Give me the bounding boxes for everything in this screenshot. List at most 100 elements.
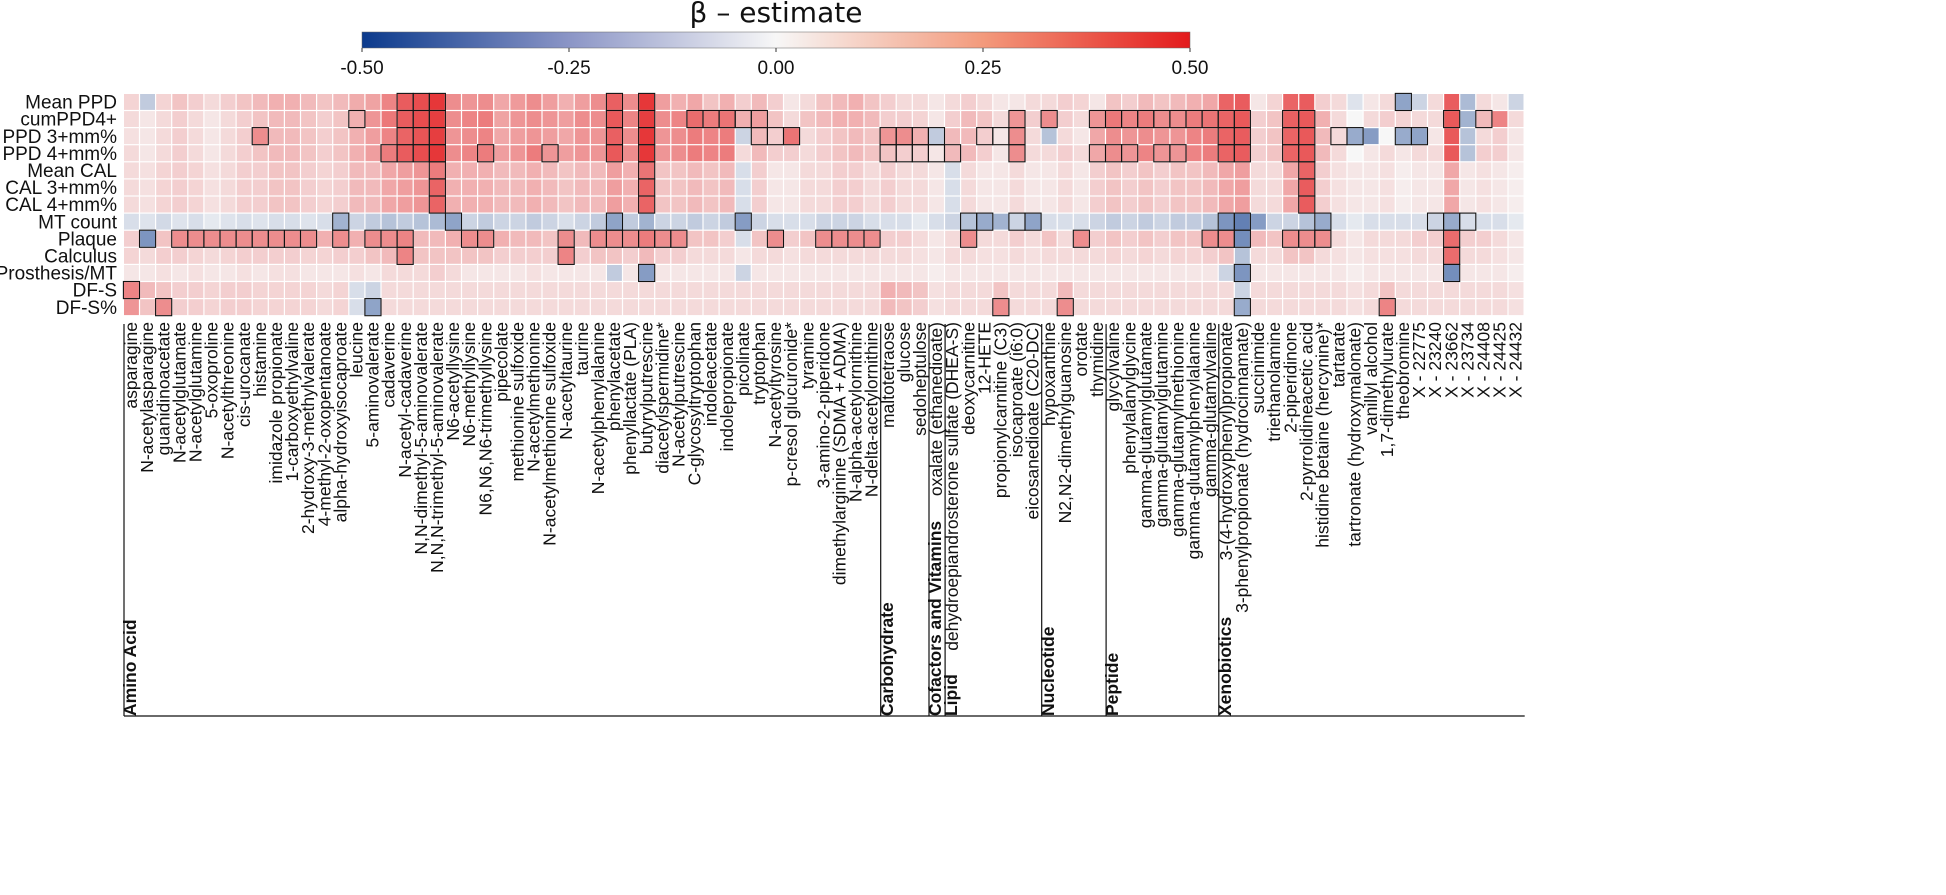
heatmap-cell <box>735 111 751 127</box>
significance-box <box>1024 212 1042 231</box>
column-label: propionylcarnitine (C3) <box>990 322 1010 498</box>
heatmap-cell <box>542 282 558 298</box>
heatmap-cell <box>671 265 687 281</box>
heatmap-cell <box>268 111 284 127</box>
heatmap-cell <box>1251 179 1266 196</box>
column-label: methionine sulfoxide <box>507 322 527 482</box>
heatmap-cell <box>333 179 349 196</box>
heatmap-cell <box>510 299 526 316</box>
heatmap-cell <box>381 265 397 281</box>
heatmap-cell <box>558 128 574 145</box>
heatmap-cell <box>832 265 848 281</box>
heatmap-cell <box>1170 247 1186 264</box>
heatmap-cell <box>204 111 220 127</box>
heatmap-cell <box>1186 230 1202 247</box>
heatmap-cell <box>848 128 864 145</box>
heatmap-cell <box>800 299 816 316</box>
heatmap-cell <box>655 213 671 230</box>
heatmap-cell <box>236 111 252 127</box>
heatmap-cell <box>1363 247 1379 264</box>
heatmap-cell <box>607 230 622 247</box>
heatmap-cell <box>623 230 638 247</box>
heatmap-cell <box>896 230 912 247</box>
heatmap-cell <box>896 145 912 162</box>
heatmap-cell <box>1315 128 1331 145</box>
heatmap-cell <box>655 162 671 179</box>
heatmap-cell <box>1315 213 1331 230</box>
heatmap-cell <box>784 145 799 162</box>
heatmap-cell <box>285 162 300 179</box>
heatmap-cell <box>687 247 703 264</box>
column-label: thymidine <box>1087 322 1107 397</box>
heatmap-cell <box>880 299 896 316</box>
heatmap-cell <box>1331 213 1347 230</box>
heatmap-cell <box>349 179 365 196</box>
heatmap-cell <box>912 247 928 264</box>
heatmap-cell <box>1106 145 1121 162</box>
heatmap-cell <box>590 94 606 110</box>
heatmap-cell <box>1234 179 1250 196</box>
heatmap-cell <box>1186 213 1202 230</box>
heatmap-cell <box>542 179 558 196</box>
heatmap-cell <box>1428 282 1443 298</box>
heatmap-cell <box>1444 111 1460 127</box>
heatmap-cell <box>977 111 993 127</box>
heatmap-cell <box>413 265 429 281</box>
heatmap-cell <box>1025 145 1041 162</box>
heatmap-cell <box>1234 299 1250 316</box>
heatmap-cell <box>236 247 252 264</box>
significance-box <box>1121 144 1139 163</box>
heatmap-cell <box>124 230 139 247</box>
heatmap-cell <box>1202 247 1218 264</box>
heatmap-cell <box>478 94 494 110</box>
heatmap-cell <box>719 230 735 247</box>
heatmap-cell <box>1170 145 1186 162</box>
heatmap-cell <box>751 162 767 179</box>
heatmap-cell <box>349 299 365 316</box>
colorbar-tick-label: 0.00 <box>758 58 795 79</box>
heatmap-cell <box>945 282 960 298</box>
heatmap-cell <box>397 213 413 230</box>
heatmap-cell <box>478 145 494 162</box>
heatmap-cell <box>526 162 542 179</box>
heatmap-cell <box>236 213 252 230</box>
heatmap-cell <box>1009 94 1025 110</box>
heatmap-cell <box>639 94 655 110</box>
heatmap-cell <box>639 111 655 127</box>
column-label: X - 24432 <box>1506 322 1526 398</box>
significance-box <box>1169 144 1187 163</box>
heatmap-cell <box>719 145 735 162</box>
heatmap-cell <box>252 299 268 316</box>
heatmap-cell <box>896 111 912 127</box>
heatmap-cell <box>1170 196 1186 213</box>
heatmap-cell <box>1444 145 1460 162</box>
heatmap-cell <box>349 247 365 264</box>
heatmap-cell <box>1267 282 1282 298</box>
heatmap-cell <box>1057 299 1073 316</box>
heatmap-cell <box>993 247 1009 264</box>
heatmap-cell <box>1186 145 1202 162</box>
heatmap-cell <box>929 213 944 230</box>
heatmap-cell <box>912 94 928 110</box>
heatmap-cell <box>252 128 268 145</box>
heatmap-cell <box>220 145 236 162</box>
column-label: 2-pyrrolidineacetic acid <box>1296 322 1316 501</box>
heatmap-cell <box>510 196 526 213</box>
heatmap-cell <box>1299 265 1315 281</box>
heatmap-cell <box>478 111 494 127</box>
heatmap-cell <box>1395 247 1411 264</box>
heatmap-cell <box>204 162 220 179</box>
heatmap-cell <box>558 247 574 264</box>
heatmap-cell <box>349 128 365 145</box>
heatmap-cell <box>945 128 960 145</box>
significance-box <box>1298 195 1316 214</box>
heatmap-cell <box>1202 265 1218 281</box>
heatmap-cell <box>1331 145 1347 162</box>
heatmap-cell <box>1186 247 1202 264</box>
heatmap-cell <box>1057 247 1073 264</box>
heatmap-cell <box>800 128 816 145</box>
significance-box <box>1346 127 1364 146</box>
heatmap-cell <box>446 230 461 247</box>
heatmap-cell <box>429 230 445 247</box>
